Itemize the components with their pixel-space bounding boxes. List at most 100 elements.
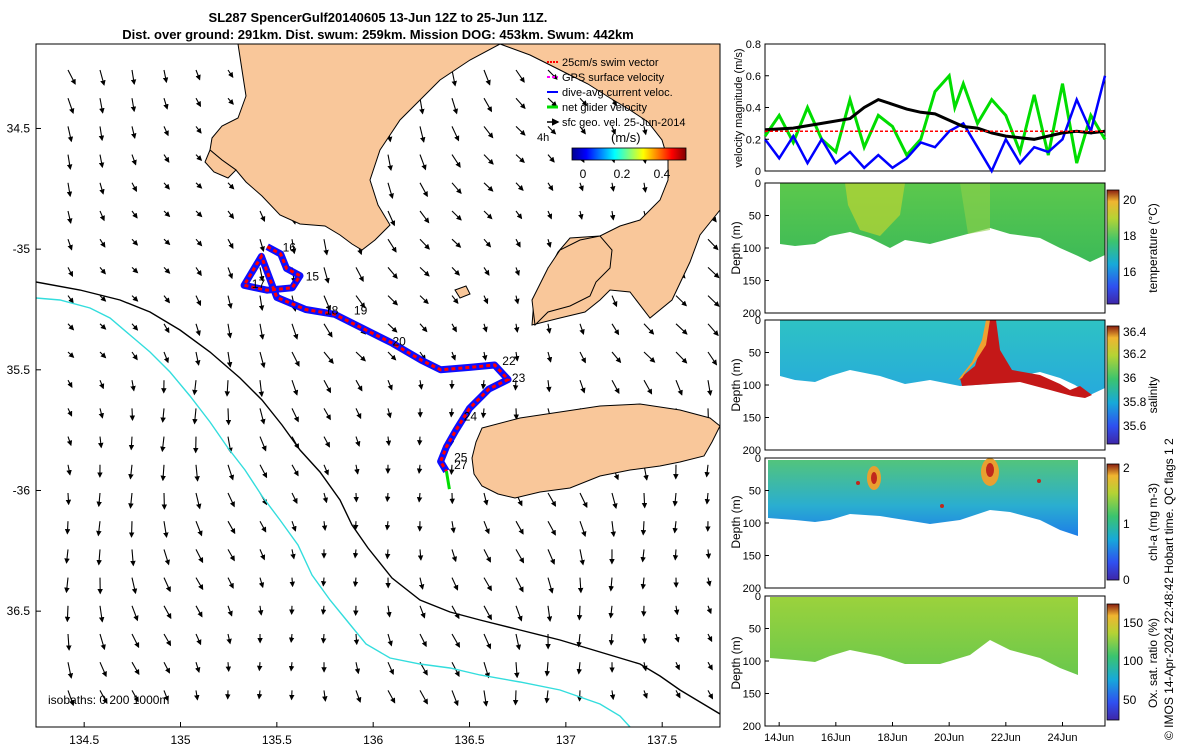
colorbar-tick-1: 0.2 (614, 167, 631, 181)
geo-velocity-arrow (99, 69, 106, 86)
colorbar-unit-label: (m/s) (611, 130, 641, 145)
geo-velocity-arrow (451, 154, 461, 168)
geo-velocity-arrow (64, 605, 71, 623)
geo-velocity-arrow (579, 351, 586, 364)
velocity-series (763, 72, 1107, 174)
geo-velocity-arrow (451, 126, 460, 142)
geo-velocity-arrow (387, 633, 393, 647)
geo-velocity-arrow (515, 182, 524, 191)
geo-velocity-arrow (515, 154, 525, 164)
geo-velocity-arrow (513, 351, 520, 362)
geo-velocity-arrow (67, 295, 74, 304)
velocity-ytick-label: 0.6 (746, 71, 761, 83)
geo-velocity-arrow (578, 182, 584, 192)
geo-velocity-arrow (707, 266, 720, 279)
map-xtick-label: 137 (556, 733, 576, 747)
geo-velocity-arrow (387, 267, 398, 279)
geo-velocity-arrow (67, 98, 75, 114)
geo-velocity-arrow (387, 690, 396, 704)
salinity-colorbar (1106, 325, 1120, 445)
geo-velocity-arrow (384, 521, 391, 531)
geo-velocity-arrow (609, 690, 616, 701)
geo-velocity-arrow (227, 520, 236, 535)
colorbar-tick-2: 0.4 (654, 167, 671, 181)
geo-velocity-arrow (611, 323, 620, 336)
geo-velocity-arrow (515, 126, 526, 136)
peninsula-west-land (204, 149, 237, 179)
geo-velocity-arrow (227, 549, 235, 562)
geo-velocity-arrow (163, 238, 171, 246)
oxygen-ylabel: Depth (m) (729, 636, 743, 689)
geo-velocity-arrow (257, 605, 264, 616)
temperature-panel: 20 18 16 temperature (°C) Depth (m) 0 50 1… (729, 178, 1160, 320)
geo-velocity-arrow (323, 267, 330, 284)
dive-label: 18 (325, 303, 339, 317)
chla-point-2 (1037, 479, 1041, 483)
track-swim-vectors (241, 245, 511, 472)
depth-tick-label: 0 (755, 315, 761, 327)
yorke-peninsula-land (531, 235, 613, 327)
date-tick-label: 14Jun (764, 732, 794, 744)
geo-velocity-arrow (547, 182, 554, 192)
geo-velocity-arrow (547, 97, 558, 107)
geo-velocity-arrow (483, 238, 492, 248)
geo-velocity-arrow (291, 351, 300, 367)
geo-velocity-arrow (99, 98, 105, 114)
geo-velocity-arrow (739, 465, 740, 475)
geo-velocity-arrow (547, 549, 555, 565)
geo-velocity-arrow (675, 690, 681, 699)
legend-net-velocity: net glider velocity (562, 102, 647, 114)
geo-velocity-arrow (450, 521, 456, 534)
geo-velocity-arrow (579, 97, 588, 107)
legend-geo-velocity: sfc geo. vel. 25-Jun-2014 (562, 117, 686, 129)
geo-velocity-arrow (515, 69, 525, 83)
salinity-cbar-tick-356: 35.6 (1123, 419, 1147, 433)
geo-velocity-arrow (353, 633, 360, 646)
depth-tick-label: 200 (743, 721, 761, 733)
geo-velocity-arrow (608, 633, 615, 646)
geo-velocity-arrow (323, 239, 329, 256)
geo-velocity-arrow (417, 549, 424, 561)
geo-velocity-arrow (130, 98, 137, 113)
geo-velocity-arrow (387, 210, 396, 227)
velocity-ytick-label: 0.8 (746, 39, 761, 51)
geo-velocity-arrow (226, 323, 233, 339)
geo-velocity-arrow (98, 408, 104, 419)
geo-velocity-arrow (483, 577, 492, 592)
map-xtick-label: 136.5 (455, 733, 485, 747)
section-panels: 20 18 16 temperature (°C) Depth (m) 0501… (729, 178, 1160, 744)
geo-velocity-arrow (640, 521, 647, 536)
geo-velocity-arrow (546, 605, 553, 622)
geo-velocity-arrow (611, 351, 622, 364)
geo-velocity-arrow (259, 464, 268, 479)
geo-velocity-arrow (163, 577, 171, 593)
geo-velocity-arrow (355, 436, 361, 447)
geo-velocity-arrow (288, 662, 295, 672)
geo-velocity-arrow (130, 549, 136, 567)
geo-velocity-arrow (131, 295, 139, 302)
geo-velocity-arrow (194, 690, 200, 701)
geo-velocity-arrow (547, 492, 557, 507)
dive-label: 27 (454, 458, 468, 472)
geo-velocity-arrow (256, 690, 263, 700)
geo-velocity-arrow (98, 436, 104, 449)
salinity-high-plume (960, 320, 1092, 398)
geo-velocity-arrow (195, 605, 203, 618)
geo-velocity-arrow (65, 492, 72, 506)
geo-velocity-arrow (740, 606, 744, 613)
geo-velocity-arrow (675, 379, 683, 396)
geo-velocity-arrow (675, 351, 688, 364)
geo-velocity-arrow (291, 464, 299, 477)
geo-velocity-arrow (96, 492, 102, 508)
geo-velocity-arrow (163, 267, 171, 274)
geo-velocity-arrow (258, 295, 265, 312)
geo-velocity-arrow (418, 380, 424, 390)
copyright-note: © IMOS 14-Apr-2024 22:48:42 Hobart time.… (1162, 438, 1176, 740)
geo-velocity-arrow (99, 182, 105, 195)
chla-cbar-label: chl-a (mg m-3) (1146, 483, 1160, 561)
geo-velocity-arrow (291, 521, 297, 532)
geo-velocity-arrow (323, 351, 334, 364)
geo-velocity-arrow (672, 549, 679, 561)
geo-velocity-arrow (99, 690, 108, 704)
temperature-ylabel: Depth (m) (729, 221, 743, 274)
